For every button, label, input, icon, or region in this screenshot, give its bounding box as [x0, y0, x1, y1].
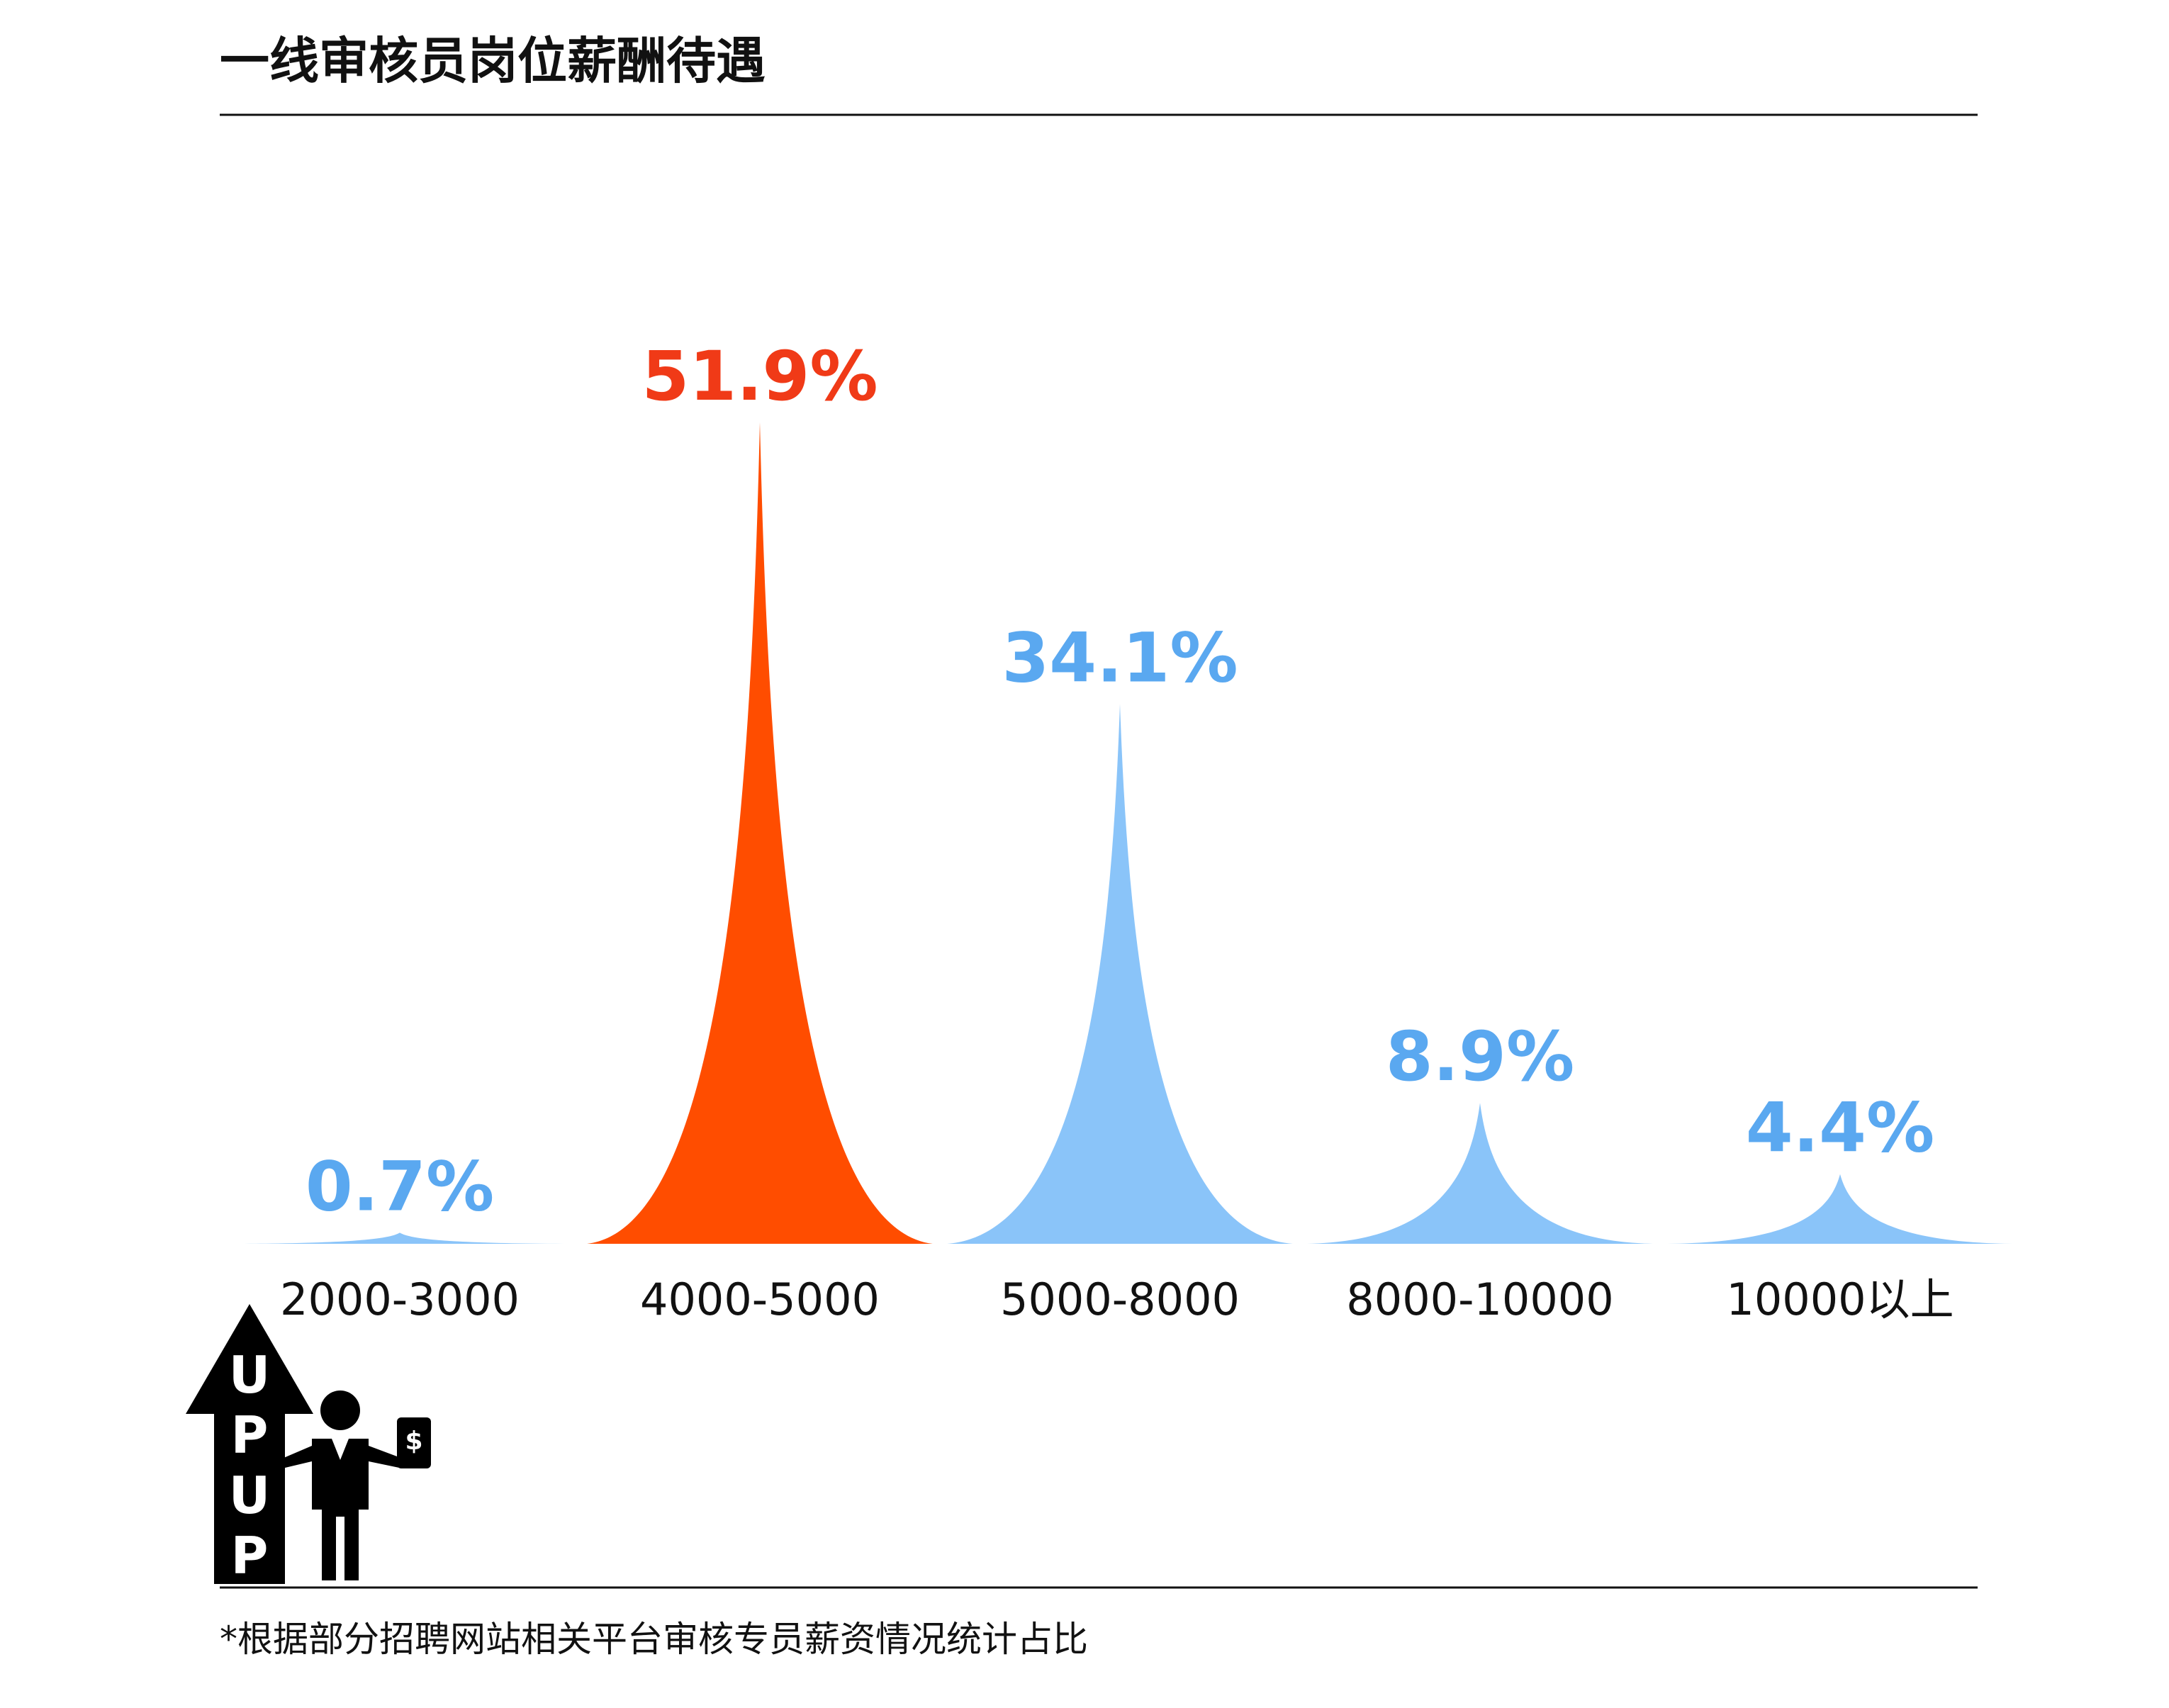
businessman-head	[320, 1390, 360, 1430]
businessman-arm-right	[369, 1446, 403, 1468]
up-arrow-businessman-icon: U P U P $	[186, 1304, 431, 1585]
value-label: 0.7%	[306, 1147, 494, 1226]
category-label: 2000-3000	[280, 1274, 520, 1325]
peak-0	[227, 1232, 573, 1244]
peak-1	[587, 422, 933, 1244]
icon-letter: U	[229, 1345, 270, 1405]
peak-3	[1307, 1103, 1653, 1244]
icon-letter: U	[229, 1466, 270, 1525]
peaks-layer	[227, 422, 2013, 1244]
value-label: 4.4%	[1746, 1089, 1934, 1168]
value-label: 51.9%	[641, 337, 878, 416]
footnote: *根据部分招聘网站相关平台审核专员薪资情况统计占比	[220, 1619, 1088, 1660]
peak-4	[1667, 1174, 2013, 1244]
category-labels: 2000-3000 4000-5000 5000-8000 8000-10000 100…	[280, 1274, 1954, 1325]
icon-letter: P	[231, 1526, 269, 1585]
money-card	[397, 1417, 431, 1468]
category-label: 8000-10000	[1346, 1274, 1613, 1325]
dollar-icon: $	[405, 1427, 422, 1456]
category-label: 4000-5000	[640, 1274, 880, 1325]
value-label: 8.9%	[1386, 1017, 1574, 1096]
up-arrow-shape	[186, 1304, 313, 1584]
businessman-shirt	[332, 1439, 349, 1460]
category-label: 10000以上	[1726, 1274, 1954, 1325]
category-label: 5000-8000	[1000, 1274, 1240, 1325]
value-label: 34.1%	[1002, 618, 1238, 697]
value-labels: 51.9% 0.7% 34.1% 8.9% 4.4%	[306, 337, 1934, 1226]
businessman-arm-left	[282, 1446, 312, 1468]
icon-letter: P	[231, 1405, 269, 1465]
chart-title: 一线审核员岗位薪酬待遇	[220, 32, 766, 90]
businessman-body	[312, 1439, 369, 1580]
peak-2	[947, 704, 1293, 1244]
